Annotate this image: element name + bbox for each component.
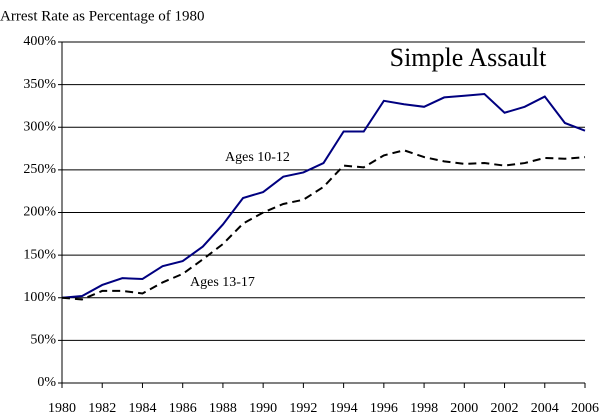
x-tick-label: 2000 [450,401,478,416]
x-tick-label: 1982 [88,401,116,416]
x-tick-label: 2002 [491,401,519,416]
y-tick-label: 150% [23,247,56,262]
series-line [61,149,586,301]
annotation: Simple Assault [390,43,548,72]
series-line [61,92,586,299]
x-tick-label: 2004 [531,401,559,416]
chart-title: Arrest Rate as Percentage of 1980 [0,8,205,24]
y-tick-label: 200% [23,205,56,220]
y-tick-label: 50% [30,333,56,348]
y-tick-label: 400% [23,34,56,49]
series-label: Ages 10-12 [225,150,290,165]
x-tick-label: 1990 [249,401,277,416]
x-tick-label: 1996 [370,401,398,416]
x-tick-label: 1984 [128,401,156,416]
x-tick-label: 1980 [48,401,76,416]
x-tick-label: 1992 [289,401,317,416]
y-tick-label: 350% [23,77,56,92]
x-tick-label: 1994 [330,401,358,416]
y-tick-label: 300% [23,119,56,134]
x-tick-label: 1998 [410,401,438,416]
y-tick-label: 100% [23,290,56,305]
x-tick-label: 1986 [169,401,197,416]
y-tick-label: 250% [23,162,56,177]
y-tick-label: 0% [37,375,56,390]
x-tick-label: 2006 [571,401,599,416]
x-tick-label: 1988 [209,401,237,416]
series-label: Ages 13-17 [190,275,255,290]
